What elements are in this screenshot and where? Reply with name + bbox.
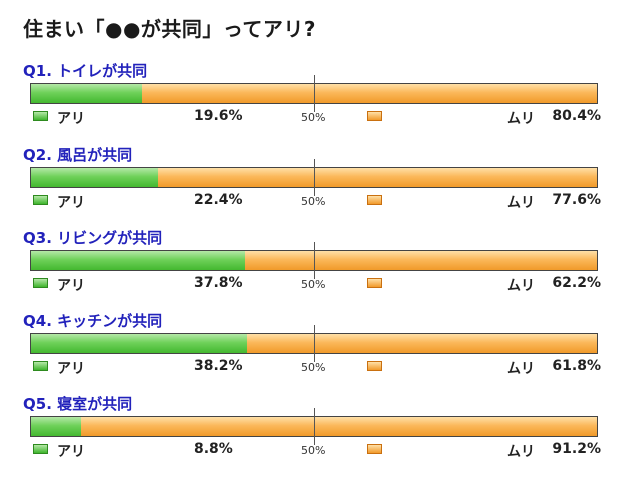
legend-label-ari: アリ (57, 278, 85, 294)
legend-label-ari: アリ (57, 444, 85, 460)
question-label: Q4. キッチンが共同 (23, 312, 163, 330)
legend-label-muri: ムリ (507, 111, 535, 127)
legend-swatch-muri (367, 195, 382, 205)
value-label-ari: 8.8% (194, 441, 233, 457)
legend-label-muri: ムリ (507, 278, 535, 294)
fifty-percent-label: 50% (301, 111, 326, 124)
bar-segment-ari (31, 334, 249, 353)
question-1: Q1. トイレが共同 アリ 19.6% 50% ムリ 80.4% (23, 60, 603, 130)
legend-label-ari: アリ (57, 111, 85, 127)
legend-label-muri: ムリ (507, 195, 535, 211)
question-label: Q5. 寝室が共同 (23, 395, 133, 413)
legend-row: アリ 8.8% 50% ムリ 91.2% (23, 441, 603, 461)
value-label-muri: 61.8% (552, 358, 601, 374)
value-label-ari: 37.8% (194, 275, 243, 291)
legend-swatch-muri (367, 361, 382, 371)
legend-row: アリ 37.8% 50% ムリ 62.2% (23, 275, 603, 295)
question-2: Q2. 風呂が共同 アリ 22.4% 50% ムリ 77.6% (23, 144, 603, 214)
fifty-percent-line (314, 75, 315, 112)
legend-swatch-muri (367, 444, 382, 454)
bar-segment-muri (141, 84, 597, 103)
fifty-percent-label: 50% (301, 195, 326, 208)
bar-segment-muri (247, 334, 597, 353)
fifty-percent-label: 50% (301, 278, 326, 291)
legend-swatch-ari (33, 361, 48, 371)
question-label: Q3. リビングが共同 (23, 229, 163, 247)
legend-swatch-muri (367, 278, 382, 288)
legend-swatch-muri (367, 111, 382, 121)
fifty-percent-label: 50% (301, 361, 326, 374)
fifty-percent-line (314, 408, 315, 445)
fifty-percent-line (314, 242, 315, 279)
bar-segment-muri (157, 168, 597, 187)
value-label-ari: 19.6% (194, 108, 243, 124)
question-5: Q5. 寝室が共同 アリ 8.8% 50% ムリ 91.2% (23, 393, 603, 463)
value-label-muri: 77.6% (552, 192, 601, 208)
bar-segment-ari (31, 251, 246, 270)
value-label-muri: 62.2% (552, 275, 601, 291)
question-3: Q3. リビングが共同 アリ 37.8% 50% ムリ 62.2% (23, 227, 603, 297)
value-label-ari: 38.2% (194, 358, 243, 374)
question-label: Q2. 風呂が共同 (23, 146, 133, 164)
value-label-muri: 80.4% (552, 108, 601, 124)
bar-segment-muri (244, 251, 597, 270)
legend-label-ari: アリ (57, 195, 85, 211)
legend-row: アリ 38.2% 50% ムリ 61.8% (23, 358, 603, 378)
fifty-percent-label: 50% (301, 444, 326, 457)
legend-label-muri: ムリ (507, 361, 535, 377)
bar-segment-ari (31, 417, 82, 436)
legend-swatch-ari (33, 444, 48, 454)
value-label-ari: 22.4% (194, 192, 243, 208)
chart-title: 住まい「●●が共同」ってアリ? (23, 17, 317, 41)
bar-segment-muri (80, 417, 597, 436)
legend-label-muri: ムリ (507, 444, 535, 460)
legend-swatch-ari (33, 111, 48, 121)
fifty-percent-line (314, 159, 315, 196)
bar-segment-ari (31, 84, 143, 103)
legend-label-ari: アリ (57, 361, 85, 377)
fifty-percent-line (314, 325, 315, 362)
question-4: Q4. キッチンが共同 アリ 38.2% 50% ムリ 61.8% (23, 310, 603, 380)
question-label: Q1. トイレが共同 (23, 62, 148, 80)
legend-swatch-ari (33, 278, 48, 288)
legend-row: アリ 22.4% 50% ムリ 77.6% (23, 192, 603, 212)
value-label-muri: 91.2% (552, 441, 601, 457)
legend-swatch-ari (33, 195, 48, 205)
bar-segment-ari (31, 168, 159, 187)
legend-row: アリ 19.6% 50% ムリ 80.4% (23, 108, 603, 128)
